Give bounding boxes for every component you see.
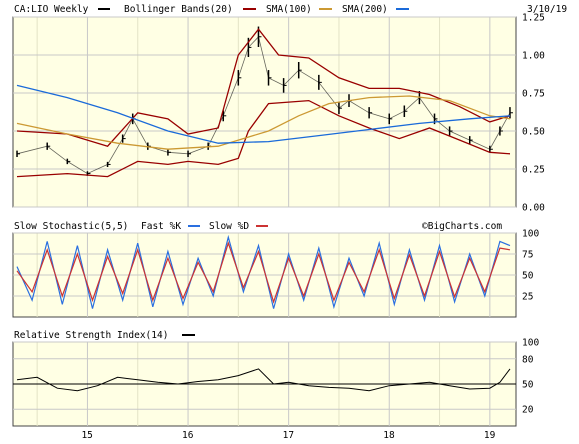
bollinger-label: Bollinger Bands(20) — [124, 4, 233, 15]
slowd-label: Slow %D — [209, 221, 249, 232]
rsi-layer — [13, 368, 516, 392]
rsi-ytick-label: 20 — [522, 405, 534, 416]
stoch-layer — [16, 234, 511, 310]
rsi-label: Relative Strength Index(14) — [14, 330, 168, 341]
xtick-label: 16 — [182, 430, 194, 441]
price-layer — [16, 26, 513, 178]
price-ytick-label: 0.00 — [522, 203, 545, 214]
fastk-label: Fast %K — [141, 221, 181, 232]
slowd-line — [16, 241, 511, 304]
watermark: ©BigCharts.com — [422, 221, 502, 232]
stoch-ytick-label: 100 — [522, 229, 539, 240]
rsi-line — [16, 368, 511, 392]
sma100-line — [16, 95, 511, 150]
rsi-ytick-label: 50 — [522, 380, 534, 391]
xtick-label: 18 — [383, 430, 395, 441]
rsi-ytick-label: 80 — [522, 354, 534, 365]
price-panel-bg — [12, 16, 517, 208]
stoch-ytick-label: 25 — [522, 292, 533, 303]
xtick-label: 15 — [81, 430, 92, 441]
stoch-ytick-label: 50 — [522, 271, 534, 282]
tick-layer: 0.00 0.25 0.50 0.75 1.00 1.25 25 50 75 100 20 50 80 1… — [81, 13, 545, 442]
price-ytick-label: 0.25 — [522, 165, 545, 176]
stoch-label: Slow Stochastic(5,5) — [14, 221, 128, 232]
xtick-label: 19 — [484, 430, 496, 441]
date-label: 3/10/19 — [527, 4, 567, 15]
price-ytick-label: 1.00 — [522, 51, 545, 62]
stoch-ytick-label: 75 — [522, 250, 533, 261]
price-ytick-label: 1.25 — [522, 13, 545, 24]
xtick-label: 17 — [283, 430, 294, 441]
price-ytick-label: 0.75 — [522, 89, 545, 100]
sma200-label: SMA(200) — [342, 4, 388, 15]
symbol-label: CA:LIO Weekly — [14, 4, 89, 15]
sma100-label: SMA(100) — [266, 4, 312, 15]
rsi-ytick-label: 100 — [522, 338, 539, 349]
price-ytick-label: 0.50 — [522, 127, 545, 138]
bollinger-lower-line — [16, 99, 511, 178]
price-line — [16, 35, 511, 175]
sma200-line — [16, 84, 511, 144]
